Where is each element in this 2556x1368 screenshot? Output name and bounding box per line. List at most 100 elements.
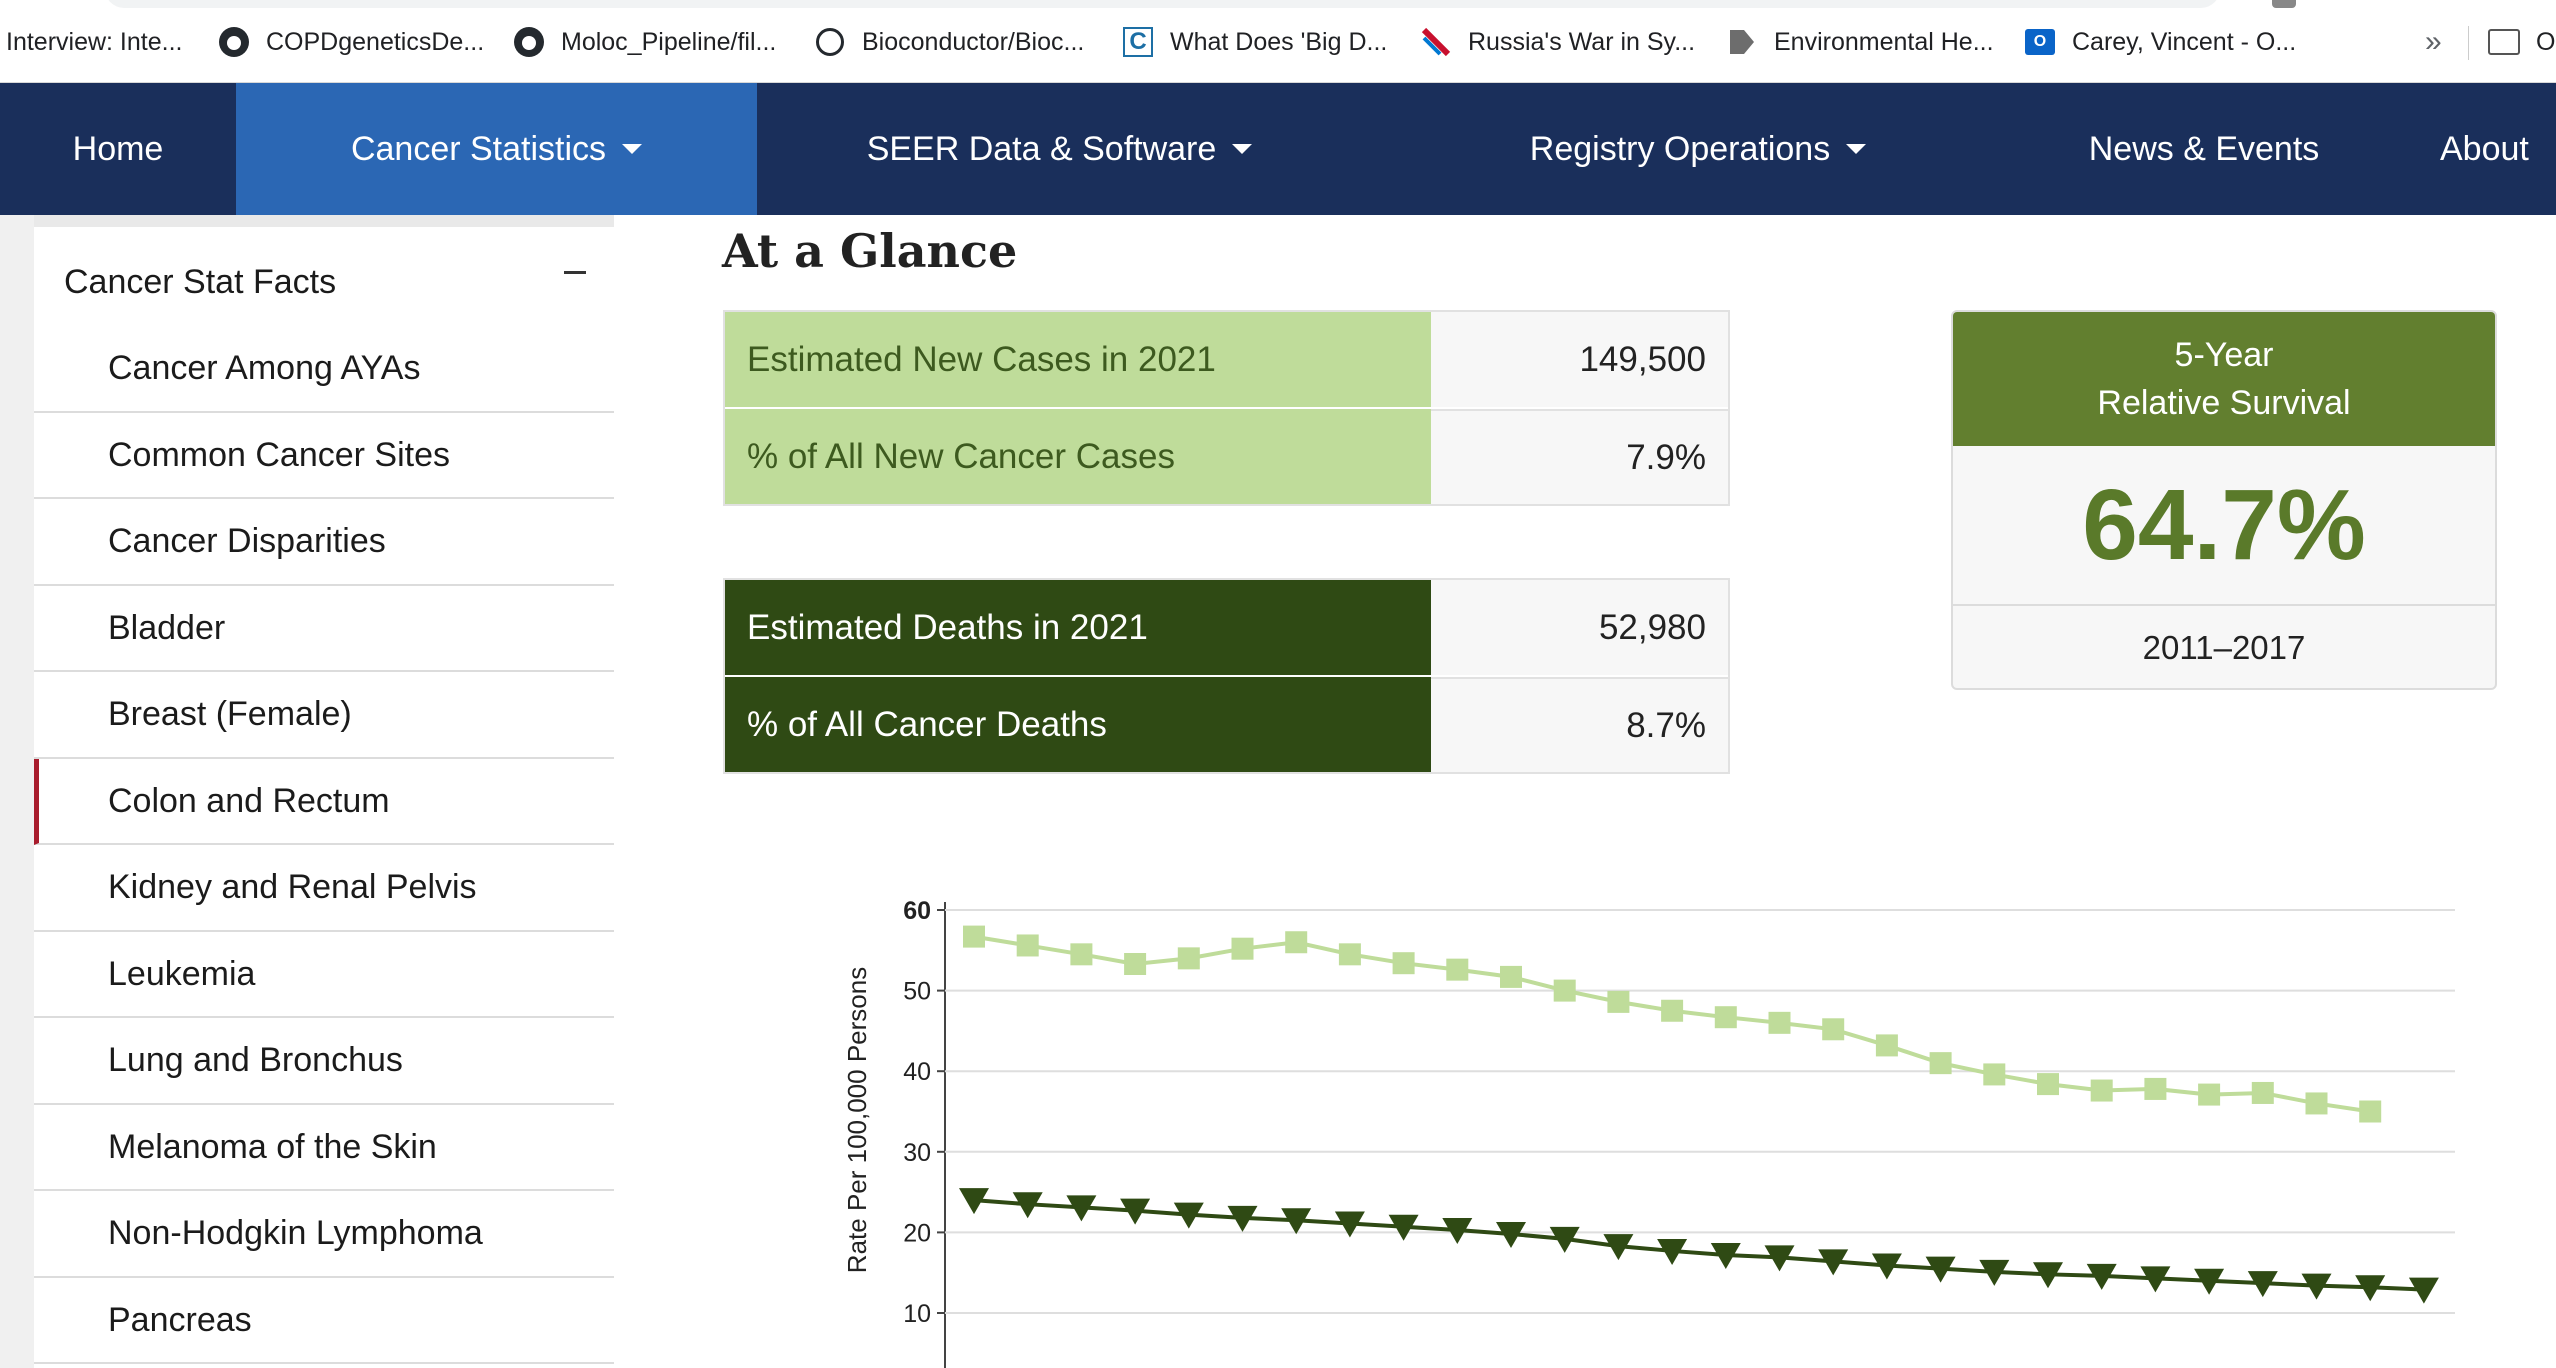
bookmark-label: Bioconductor/Bioc... xyxy=(862,27,1085,56)
sidebar-item-cancer-among-ayas[interactable]: Cancer Among AYAs xyxy=(34,326,614,413)
data-point-square xyxy=(2198,1083,2221,1106)
sidebar-header[interactable]: Cancer Stat Facts xyxy=(64,263,337,301)
github-icon xyxy=(218,26,250,58)
series-line xyxy=(973,1198,2424,1292)
airline-icon xyxy=(1420,26,1452,58)
survival-heading-line1: 5-Year xyxy=(2174,336,2274,374)
nav-cancer-statistics[interactable]: Cancer Statistics xyxy=(236,83,757,215)
data-point-triangle xyxy=(1173,1202,1204,1229)
nav-seer-data-software[interactable]: SEER Data & Software xyxy=(757,83,1362,215)
data-point-triangle xyxy=(1549,1226,1580,1253)
camera-notch xyxy=(2272,0,2296,8)
sidebar-item-melanoma[interactable]: Melanoma of the Skin xyxy=(34,1105,614,1191)
bookmark-outlook[interactable]: O Carey, Vincent - O... xyxy=(2024,22,2296,62)
data-point-triangle xyxy=(1281,1208,1312,1235)
data-point-triangle xyxy=(2301,1273,2332,1300)
nav-label: SEER Data & Software xyxy=(866,129,1217,168)
bookmarks-overflow-chevron[interactable]: » xyxy=(2425,25,2442,58)
tag-icon xyxy=(1726,26,1758,58)
sidebar-item-non-hodgkin-lymphoma[interactable]: Non-Hodgkin Lymphoma xyxy=(34,1191,614,1278)
data-point-square xyxy=(1285,931,1308,954)
data-point-triangle xyxy=(1442,1217,1473,1244)
bookmark-bioconductor[interactable]: Bioconductor/Bioc... xyxy=(814,22,1084,62)
stat-label: % of All Cancer Deaths xyxy=(725,677,1431,772)
bookmark-big-data[interactable]: C What Does 'Big D... xyxy=(1122,22,1387,62)
nav-label: About xyxy=(2440,129,2529,168)
bookmark-environmental[interactable]: Environmental He... xyxy=(1726,22,1994,62)
nav-label: Home xyxy=(72,129,164,168)
chart-y-ticks: 10 20 30 40 50 60 xyxy=(903,897,931,1328)
nav-label: News & Events xyxy=(2088,129,2320,168)
data-point-triangle xyxy=(2194,1268,2225,1295)
sidebar-item-pancreas[interactable]: Pancreas xyxy=(34,1278,614,1364)
deaths-table: Estimated Deaths in 2021 52,980 % of All… xyxy=(723,578,1730,774)
data-point-triangle xyxy=(1012,1192,1043,1219)
survival-card: 5-Year Relative Survival 64.7% 2011–2017 xyxy=(1951,310,2497,690)
data-point-square xyxy=(1070,943,1093,966)
address-bar-edge[interactable] xyxy=(105,0,2220,8)
stat-label: Estimated Deaths in 2021 xyxy=(725,580,1431,675)
sidebar-item-breast-female[interactable]: Breast (Female) xyxy=(34,672,614,759)
github-outline-icon xyxy=(814,26,846,58)
sidebar-gutter xyxy=(0,215,34,1368)
sidebar-item-lung-bronchus[interactable]: Lung and Bronchus xyxy=(34,1018,614,1105)
y-tick-label: 60 xyxy=(903,897,931,925)
data-point-square xyxy=(1875,1034,1898,1057)
bookmark-moloc-pipeline[interactable]: Moloc_Pipeline/fil... xyxy=(513,22,776,62)
data-point-square xyxy=(1983,1063,2006,1086)
sidebar-item-kidney-renal-pelvis[interactable]: Kidney and Renal Pelvis xyxy=(34,845,614,932)
data-point-square xyxy=(963,925,985,948)
data-point-triangle xyxy=(1334,1211,1365,1238)
page-title: At a Glance xyxy=(722,224,1018,278)
bookmark-interview[interactable]: Interview: Inte... xyxy=(6,22,182,62)
sidebar-item-cancer-disparities[interactable]: Cancer Disparities xyxy=(34,499,614,586)
data-point-triangle xyxy=(1871,1253,1902,1280)
bookmark-label: O xyxy=(2536,27,2556,56)
nav-home[interactable]: Home xyxy=(0,83,236,215)
sidebar-item-bladder[interactable]: Bladder xyxy=(34,586,614,672)
data-point-square xyxy=(2359,1100,2382,1123)
bookmarks-divider xyxy=(2468,26,2469,60)
survival-years: 2011–2017 xyxy=(2142,629,2306,666)
bookmark-folder[interactable]: O xyxy=(2488,22,2555,62)
folder-icon xyxy=(2488,26,2520,58)
y-tick-label: 30 xyxy=(903,1139,931,1167)
data-point-triangle xyxy=(1227,1205,1258,1232)
data-point-triangle xyxy=(959,1188,989,1215)
collapse-minus-icon[interactable] xyxy=(564,271,586,274)
data-point-triangle xyxy=(1657,1238,1688,1265)
data-point-square xyxy=(2251,1081,2274,1104)
bookmark-label: COPDgeneticsDe... xyxy=(266,27,485,56)
data-point-square xyxy=(1177,947,1200,970)
data-point-square xyxy=(1553,979,1576,1002)
chart-series xyxy=(959,925,2439,1304)
sidebar-item-leukemia[interactable]: Leukemia xyxy=(34,932,614,1018)
stat-label: % of All New Cancer Cases xyxy=(725,409,1431,504)
y-tick-label: 40 xyxy=(903,1058,931,1086)
nav-news-events[interactable]: News & Events xyxy=(2034,83,2374,215)
data-point-square xyxy=(1768,1011,1791,1034)
new-cases-table: Estimated New Cases in 2021 149,500 % of… xyxy=(723,310,1730,506)
bookmark-copdgenetics[interactable]: COPDgeneticsDe... xyxy=(218,22,484,62)
table-row: Estimated Deaths in 2021 52,980 xyxy=(725,580,1728,675)
chart-y-axis-label: Rate Per 100,000 Persons xyxy=(842,967,872,1273)
sidebar-item-colon-and-rectum[interactable]: Colon and Rectum xyxy=(34,758,614,845)
bookmark-russia-war[interactable]: Russia's War in Sy... xyxy=(1420,22,1695,62)
bookmark-label: Russia's War in Sy... xyxy=(1468,27,1696,56)
nav-about[interactable]: About xyxy=(2440,83,2556,215)
nav-registry-operations[interactable]: Registry Operations xyxy=(1362,83,2034,215)
caret-down-icon xyxy=(1846,144,1867,154)
sidebar-item-common-cancer-sites[interactable]: Common Cancer Sites xyxy=(34,413,614,499)
data-point-triangle xyxy=(2140,1266,2171,1293)
nav-label: Registry Operations xyxy=(1529,129,1831,168)
table-row: % of All New Cancer Cases 7.9% xyxy=(725,407,1728,504)
y-tick-label: 50 xyxy=(903,978,931,1006)
data-point-square xyxy=(1338,943,1361,966)
main-nav: Home Cancer Statistics SEER Data & Softw… xyxy=(0,83,2556,215)
bookmarks-bar: Interview: Inte... COPDgeneticsDe... Mol… xyxy=(0,0,2556,83)
y-tick-label: 10 xyxy=(903,1300,931,1328)
sidebar: Cancer Stat Facts Cancer Among AYAs Comm… xyxy=(34,215,614,1368)
nav-label: Cancer Statistics xyxy=(350,129,607,168)
data-point-triangle xyxy=(1979,1259,2010,1286)
data-point-square xyxy=(1124,953,1147,976)
